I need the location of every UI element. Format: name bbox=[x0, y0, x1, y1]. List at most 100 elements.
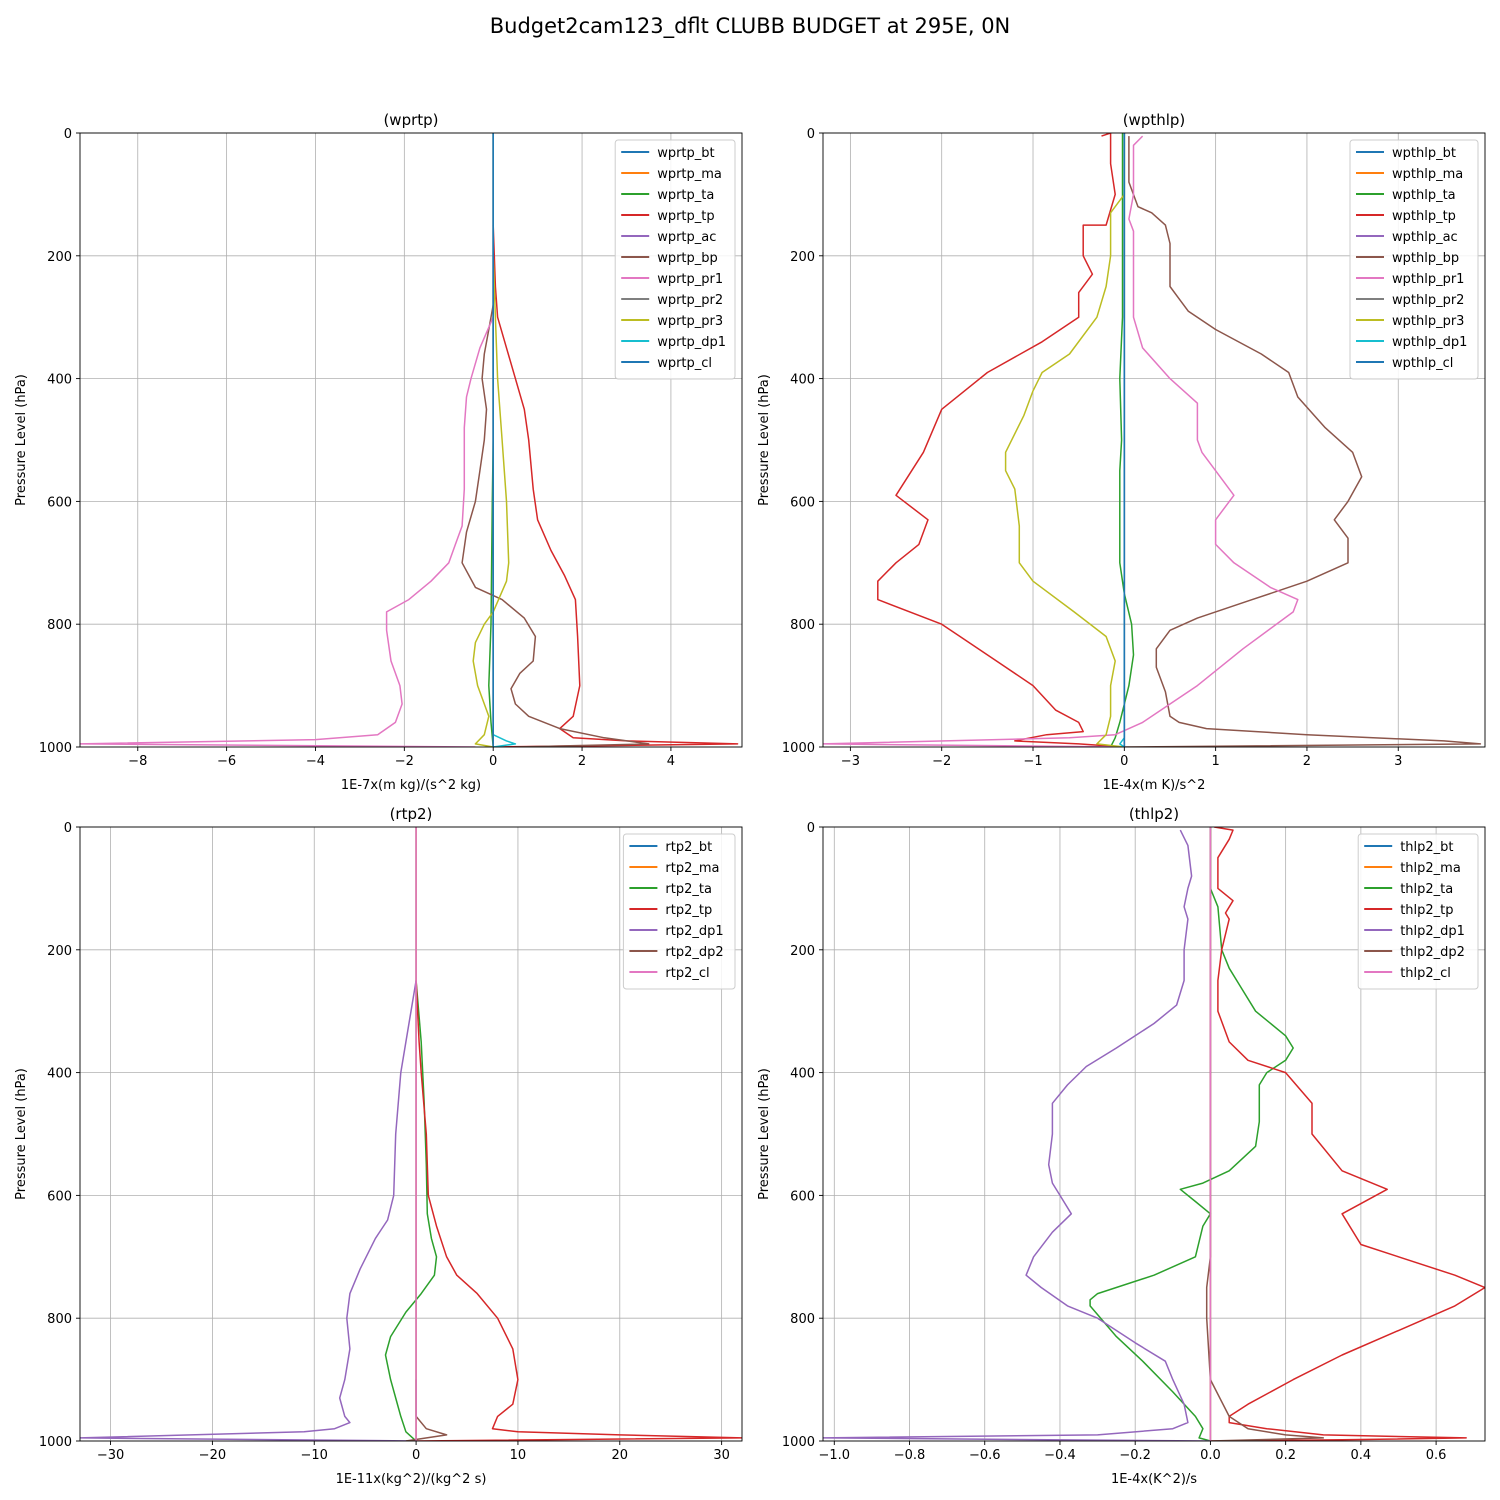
chart-title: (thlp2) bbox=[1129, 805, 1179, 823]
y-tick-label: 400 bbox=[790, 1067, 815, 1082]
legend-label: rtp2_bt bbox=[665, 840, 712, 855]
x-tick-label: 0 bbox=[489, 754, 497, 769]
axes-frame bbox=[79, 826, 743, 1442]
legend: thlp2_bt thlp2_ma thlp2_ta thlp2_tp thlp2_dp… bbox=[1357, 833, 1479, 990]
x-tick-label: 10 bbox=[510, 1448, 527, 1463]
series-line-wpthlp_ta bbox=[1109, 133, 1135, 747]
legend: wprtp_bt wprtp_ma wprtp_ta wprtp_tp wprtp_ac… bbox=[614, 139, 736, 380]
x-tick-label: 2 bbox=[1303, 754, 1311, 769]
legend-label: wprtp_tp bbox=[657, 209, 714, 224]
legend-label: wprtp_dp1 bbox=[657, 335, 726, 350]
y-tick-label: 0 bbox=[807, 127, 815, 142]
legend-label: wpthlp_ma bbox=[1392, 167, 1463, 182]
y-tick-label: 600 bbox=[47, 495, 72, 510]
figure-title: Budget2cam123_dflt CLUBB BUDGET at 295E,… bbox=[489, 14, 1011, 38]
y-tick-label: 200 bbox=[790, 944, 815, 959]
legend-label: thlp2_dp1 bbox=[1400, 924, 1465, 939]
legend-label: wpthlp_dp1 bbox=[1392, 335, 1467, 350]
legend-label: thlp2_tp bbox=[1400, 903, 1453, 918]
legend-label: wprtp_ta bbox=[657, 188, 714, 203]
chart-panel-1: −8 −6 −4 −2 0 2 4 0 200 400 600 800 1000 (wprtp) 1E-7x… bbox=[14, 111, 743, 793]
x-tick-label: −4 bbox=[306, 754, 325, 769]
series-line-wprtp_tp bbox=[492, 225, 739, 747]
y-tick-label: 800 bbox=[47, 618, 72, 633]
x-tick-label: 0 bbox=[1120, 754, 1128, 769]
legend-label: wpthlp_ta bbox=[1392, 188, 1456, 203]
x-tick-label: −30 bbox=[97, 1448, 124, 1463]
y-tick-label: 800 bbox=[790, 618, 815, 633]
y-tick-label: 600 bbox=[790, 495, 815, 510]
x-tick-label: −1.0 bbox=[818, 1448, 850, 1463]
x-tick-label: 20 bbox=[612, 1448, 629, 1463]
series-line-thlp2_tp bbox=[1210, 827, 1485, 1441]
chart-panel-2: −3 −2 −1 0 1 2 3 0 200 400 600 800 1000 (wpthlp) 1E-4x… bbox=[757, 111, 1486, 793]
series-group bbox=[823, 827, 1485, 1441]
series-line-thlp2_ta bbox=[1089, 827, 1294, 1441]
x-axis-label: 1E-7x(m kg)/(s^2 kg) bbox=[341, 778, 481, 793]
y-axis-label: Pressure Level (hPa) bbox=[14, 1068, 29, 1200]
y-tick-label: 200 bbox=[790, 250, 815, 265]
y-tick-label: 800 bbox=[790, 1312, 815, 1327]
x-tick-label: −20 bbox=[199, 1448, 226, 1463]
legend-label: wpthlp_ac bbox=[1392, 230, 1458, 245]
legend-label: thlp2_bt bbox=[1400, 840, 1453, 855]
legend-label: rtp2_dp1 bbox=[665, 924, 723, 939]
legend-label: wpthlp_pr1 bbox=[1392, 272, 1464, 287]
x-axis-label: 1E-4x(K^2)/s bbox=[1111, 1472, 1197, 1487]
legend-label: wprtp_bt bbox=[657, 146, 714, 161]
series-group bbox=[80, 827, 742, 1441]
legend-label: thlp2_ta bbox=[1400, 882, 1453, 897]
x-tick-label: 0 bbox=[412, 1448, 420, 1463]
legend-label: wprtp_bp bbox=[657, 251, 718, 266]
y-tick-label: 200 bbox=[47, 250, 72, 265]
x-tick-label: −0.4 bbox=[1044, 1448, 1076, 1463]
legend-label: wprtp_ac bbox=[657, 230, 716, 245]
legend-label: wpthlp_bt bbox=[1392, 146, 1456, 161]
legend-label: wpthlp_pr2 bbox=[1392, 293, 1464, 308]
legend: rtp2_bt rtp2_ma rtp2_ta rtp2_tp rtp2_dp1 rtp2… bbox=[622, 833, 736, 990]
y-tick-label: 0 bbox=[64, 127, 72, 142]
legend-label: rtp2_cl bbox=[665, 966, 709, 981]
y-axis-label: Pressure Level (hPa) bbox=[14, 374, 29, 506]
x-tick-label: −10 bbox=[301, 1448, 328, 1463]
x-tick-label: −3 bbox=[841, 754, 860, 769]
x-tick-label: 0.4 bbox=[1351, 1448, 1372, 1463]
y-tick-label: 0 bbox=[64, 821, 72, 836]
y-tick-label: 400 bbox=[790, 373, 815, 388]
legend-label: rtp2_tp bbox=[665, 903, 712, 918]
y-tick-label: 800 bbox=[47, 1312, 72, 1327]
legend-label: wprtp_pr2 bbox=[657, 293, 723, 308]
legend-label: wprtp_cl bbox=[657, 356, 712, 371]
series-line-wpthlp_pr1 bbox=[823, 135, 1299, 747]
x-tick-label: 0.0 bbox=[1200, 1448, 1221, 1463]
y-tick-label: 400 bbox=[47, 373, 72, 388]
axes-frame bbox=[822, 132, 1486, 748]
legend-label: wpthlp_bp bbox=[1392, 251, 1459, 266]
x-tick-label: 4 bbox=[667, 754, 675, 769]
series-line-thlp2_dp2 bbox=[1205, 827, 1325, 1441]
x-axis-label: 1E-4x(m K)/s^2 bbox=[1103, 778, 1206, 793]
legend-label: wpthlp_pr3 bbox=[1392, 314, 1464, 329]
legend-label: wpthlp_cl bbox=[1392, 356, 1453, 371]
legend-label: rtp2_dp2 bbox=[665, 945, 723, 960]
legend-label: thlp2_ma bbox=[1400, 861, 1461, 876]
y-tick-label: 400 bbox=[47, 1067, 72, 1082]
legend-label: wprtp_pr3 bbox=[657, 314, 723, 329]
series-line-thlp2_dp1 bbox=[823, 829, 1211, 1441]
legend-label: wprtp_pr1 bbox=[657, 272, 723, 287]
x-axis-label: 1E-11x(kg^2)/(kg^2 s) bbox=[336, 1472, 487, 1487]
x-tick-label: −1 bbox=[1023, 754, 1042, 769]
x-tick-label: 0.6 bbox=[1426, 1448, 1447, 1463]
series-line-wpthlp_bp bbox=[1124, 136, 1482, 747]
x-tick-label: −6 bbox=[217, 754, 236, 769]
y-tick-label: 1000 bbox=[782, 1435, 815, 1450]
x-tick-label: −0.6 bbox=[969, 1448, 1001, 1463]
legend-label: wprtp_ma bbox=[657, 167, 722, 182]
chart-title: (wprtp) bbox=[383, 111, 438, 129]
x-tick-label: −8 bbox=[128, 754, 147, 769]
series-line-rtp2_ta bbox=[384, 980, 438, 1441]
series-group bbox=[823, 133, 1482, 747]
y-tick-label: 1000 bbox=[782, 741, 815, 756]
chart-panel-4: −1.0 −0.8 −0.6 −0.4 −0.2 0.0 0.2 0.4 0.6 0 200 400 6… bbox=[757, 805, 1486, 1487]
